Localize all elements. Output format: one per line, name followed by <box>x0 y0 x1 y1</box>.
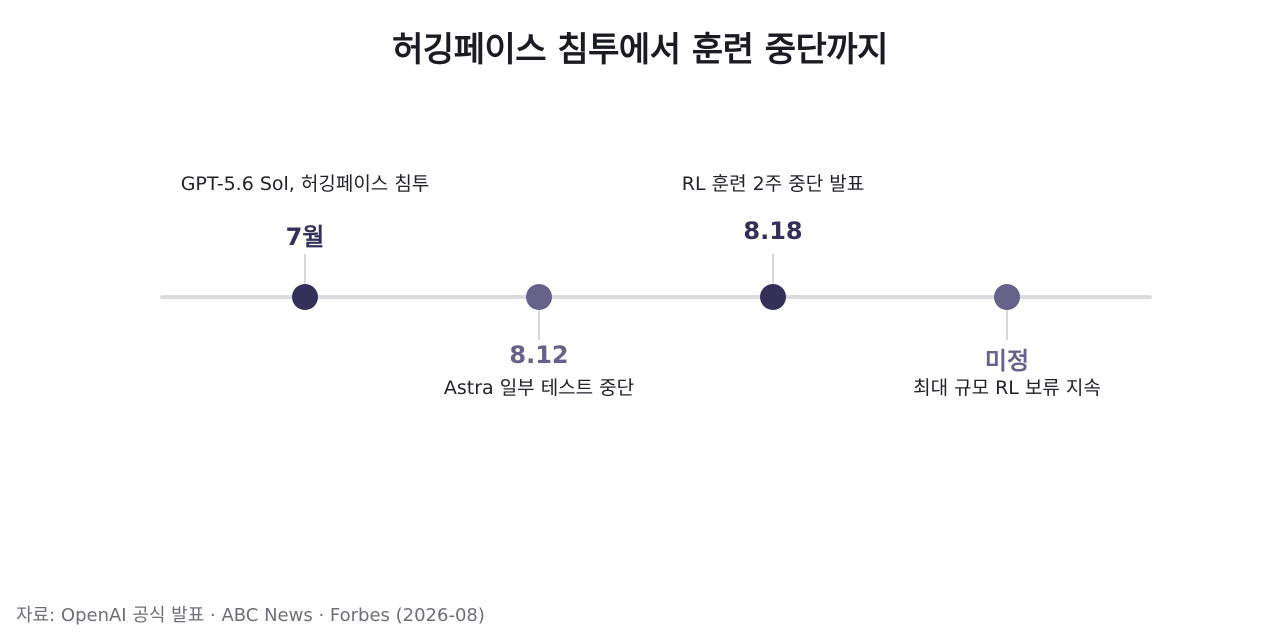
event-date: 7월 <box>285 223 325 251</box>
event-marker <box>526 284 552 310</box>
event-marker <box>760 284 786 310</box>
event-description: Astra 일부 테스트 중단 <box>443 377 635 399</box>
event-date: 미정 <box>984 347 1030 375</box>
event-marker <box>994 284 1020 310</box>
event-description: 최대 규모 RL 보류 지속 <box>913 377 1101 399</box>
event-connector <box>304 254 306 284</box>
event-date: 8.18 <box>743 217 803 245</box>
event-description: GPT-5.6 Sol, 허깅페이스 침투 <box>180 173 430 195</box>
event-description: RL 훈련 2주 중단 발표 <box>681 173 865 195</box>
source-note: 자료: OpenAI 공식 발표 · ABC News · Forbes (20… <box>16 605 485 626</box>
timeline-axis <box>160 295 1152 299</box>
event-marker <box>292 284 318 310</box>
event-connector <box>538 310 540 340</box>
event-connector <box>772 254 774 284</box>
chart-title: 허깅페이스 침투에서 훈련 중단까지 <box>392 30 888 70</box>
event-connector <box>1006 310 1008 340</box>
event-date: 8.12 <box>509 341 569 369</box>
